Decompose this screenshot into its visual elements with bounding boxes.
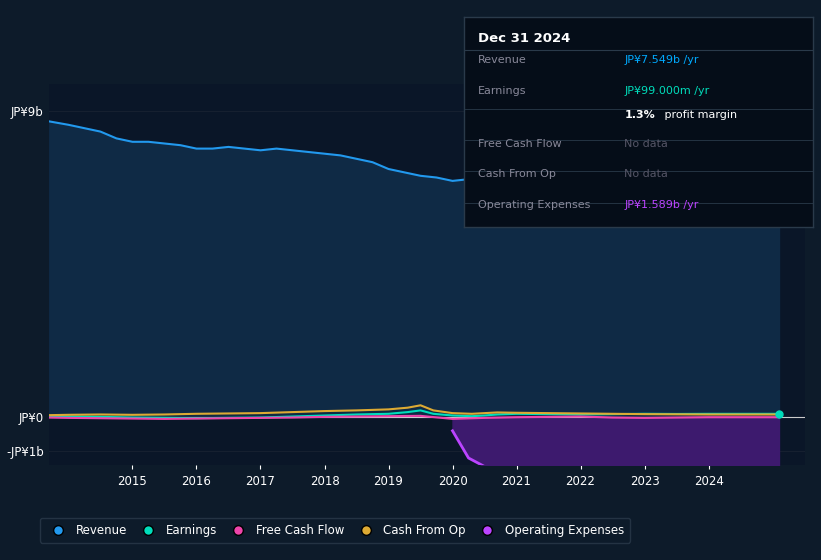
Text: JP¥99.000m /yr: JP¥99.000m /yr [624,86,709,96]
Text: Dec 31 2024: Dec 31 2024 [478,31,571,44]
Text: JP¥1.589b /yr: JP¥1.589b /yr [624,199,699,209]
Text: No data: No data [624,139,668,148]
Text: Revenue: Revenue [478,55,526,64]
Text: Earnings: Earnings [478,86,526,96]
Text: 1.3%: 1.3% [624,110,655,120]
Text: No data: No data [624,169,668,179]
Text: Cash From Op: Cash From Op [478,169,556,179]
Text: Operating Expenses: Operating Expenses [478,199,590,209]
Text: Free Cash Flow: Free Cash Flow [478,139,562,148]
Legend: Revenue, Earnings, Free Cash Flow, Cash From Op, Operating Expenses: Revenue, Earnings, Free Cash Flow, Cash … [40,518,630,543]
Text: JP¥7.549b /yr: JP¥7.549b /yr [624,55,699,64]
Text: profit margin: profit margin [661,110,737,120]
